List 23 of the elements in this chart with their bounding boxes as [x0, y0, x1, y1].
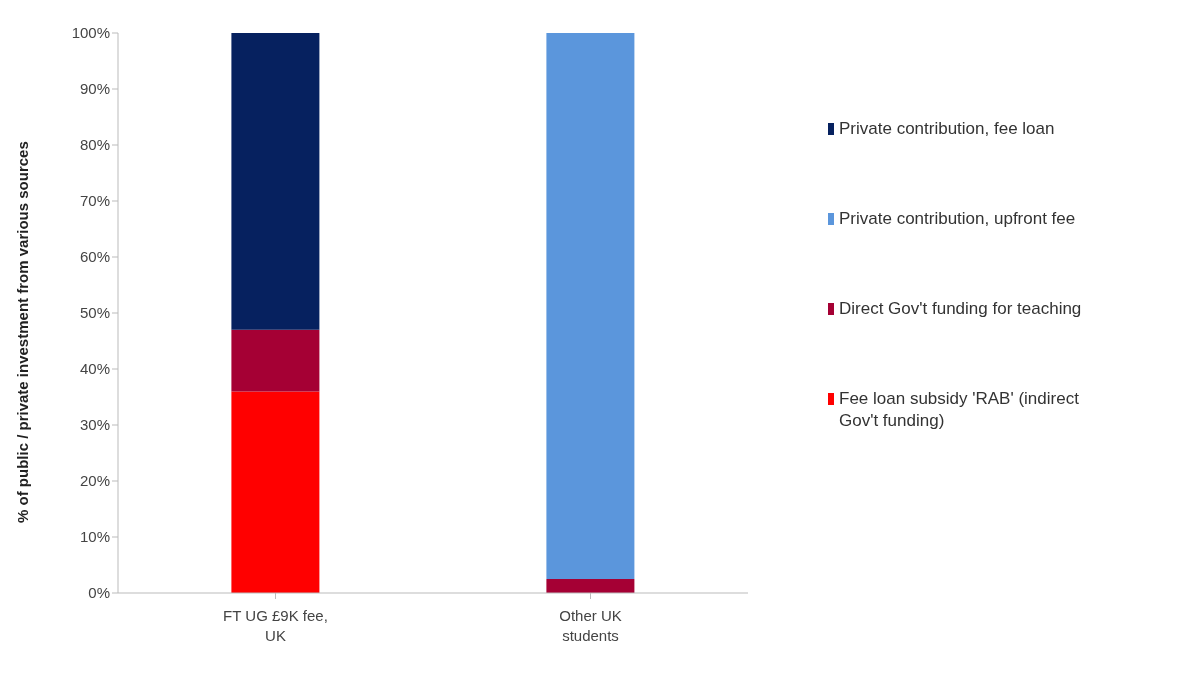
y-tick-label: 50%	[79, 304, 110, 322]
bar	[546, 579, 635, 593]
bar	[231, 329, 320, 392]
legend-label: Private contribution, upfront fee	[839, 208, 1077, 230]
bar	[231, 33, 320, 330]
bar	[546, 33, 635, 579]
x-tick-label: FT UG £9K fee, UK	[223, 607, 328, 644]
y-tick-label: 80%	[79, 136, 110, 154]
y-axis-title: % of public / private investment from various sources	[14, 141, 32, 523]
y-tick-label: 10%	[79, 528, 110, 546]
legend-label: Direct Gov't funding for teaching	[839, 298, 1083, 320]
legend-label: Private contribution, fee loan	[839, 118, 1056, 140]
y-tick-label: 30%	[79, 416, 110, 434]
y-tick-label: 40%	[79, 360, 110, 378]
y-tick-label: 60%	[79, 248, 110, 266]
legend-label: Fee loan subsidy 'RAB' (indirect Gov't funding)	[839, 388, 1080, 432]
bar	[231, 391, 320, 593]
y-tick-label: 0%	[88, 584, 110, 602]
y-tick-label: 100%	[71, 24, 110, 42]
x-tick-label: Other UK students	[559, 607, 622, 644]
y-tick-label: 70%	[79, 192, 110, 210]
y-tick-label: 90%	[79, 80, 110, 98]
y-tick-label: 20%	[79, 472, 110, 490]
